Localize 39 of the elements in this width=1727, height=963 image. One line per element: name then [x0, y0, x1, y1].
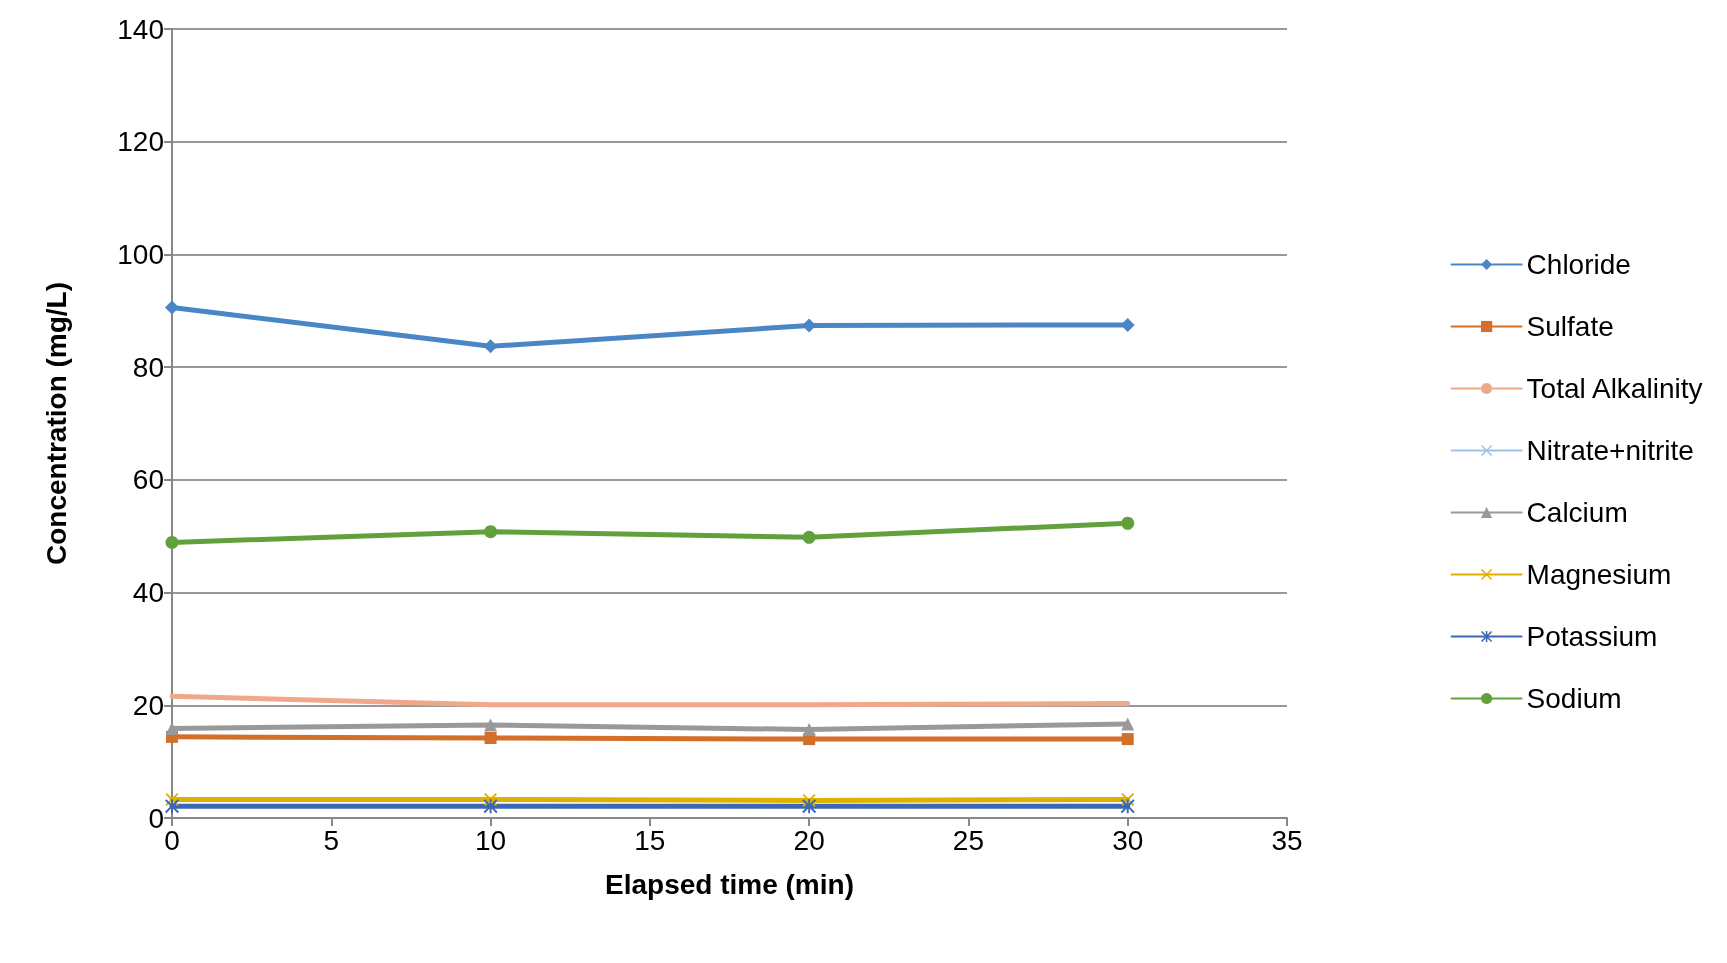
y-tick-label: 80 [132, 351, 164, 383]
x-tick-label: 35 [1271, 824, 1303, 856]
x-tick-label: 10 [474, 824, 507, 856]
y-tick-label: 100 [117, 238, 164, 270]
point [484, 525, 498, 539]
point [1121, 717, 1135, 731]
y-axis-title: Concentration (mg/L) [40, 281, 72, 566]
point [165, 799, 179, 814]
x-tick-label: 15 [634, 824, 666, 856]
x-tick-label: 25 [952, 824, 985, 856]
point [484, 731, 497, 744]
x-tick-label: 30 [1112, 824, 1144, 856]
legend-label: Sodium [1526, 683, 1622, 714]
y-tick-label: 120 [117, 126, 164, 158]
point [165, 721, 179, 735]
x-tick-label: 5 [323, 824, 340, 856]
y-tick-label: 60 [132, 464, 164, 496]
point [483, 339, 498, 354]
legend-label: Potassium [1526, 621, 1658, 652]
point [802, 723, 816, 737]
point [165, 300, 179, 315]
legend-label: Calcium [1526, 497, 1628, 528]
y-tick-label: 20 [132, 689, 164, 721]
point [802, 530, 816, 544]
legend-label: Total Alkalinity [1526, 373, 1703, 404]
point [1121, 733, 1134, 746]
point [165, 535, 179, 549]
point [1121, 516, 1135, 530]
y-tick-label: 140 [117, 13, 164, 45]
y-tick-label: 0 [148, 802, 164, 834]
legend-label: Magnesium [1526, 559, 1672, 590]
legend-label: Chloride [1526, 249, 1631, 280]
point [484, 718, 498, 732]
y-tick-label: 40 [132, 577, 164, 609]
point [802, 799, 817, 814]
x-tick-label: 20 [793, 824, 825, 856]
x-axis-title: Elapsed time (min) [605, 868, 854, 900]
legend-label: Sulfate [1526, 311, 1614, 342]
legend-label: Nitrate+nitrite [1526, 435, 1694, 466]
